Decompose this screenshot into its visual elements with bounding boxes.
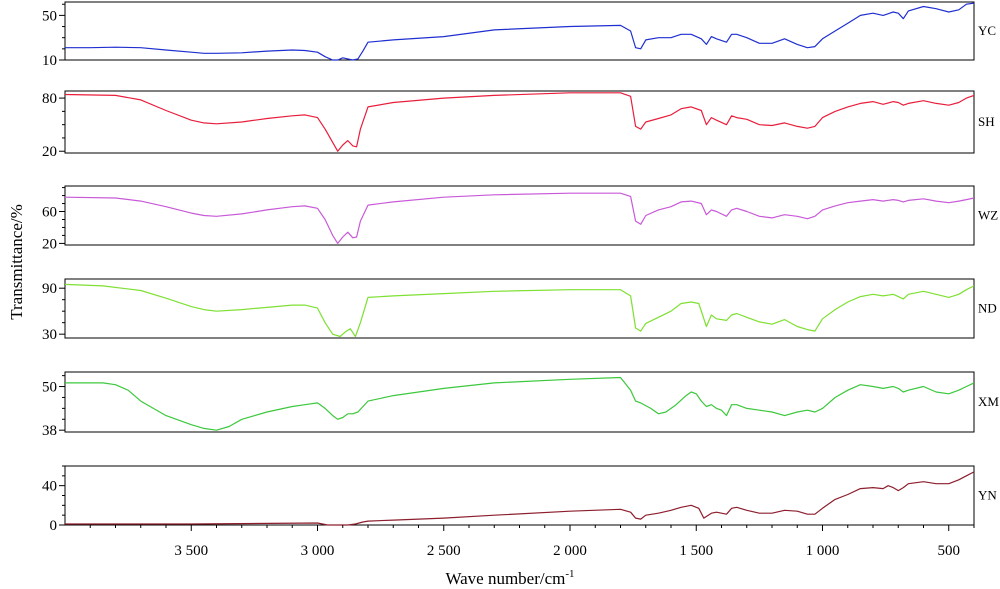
- series-line-wz: [64, 192, 975, 244]
- x-axis-label-main: Wave number/cm: [445, 569, 565, 588]
- y-tick-label-wz: 20: [42, 236, 57, 252]
- x-tick-label: 1 500: [679, 543, 713, 559]
- panel-frame-nd: [64, 278, 975, 339]
- y-tick-label-yc: 10: [42, 53, 57, 69]
- series-line-sh: [64, 92, 975, 152]
- series-line-xm: [65, 376, 975, 431]
- series-line-nd: [64, 283, 975, 338]
- y-tick-label-xm: 38: [42, 423, 57, 439]
- panel-frame-sh: [64, 90, 975, 154]
- panel-frame-xm: [64, 371, 975, 433]
- series-label-yc: YC: [978, 23, 996, 38]
- y-tick-label-xm: 50: [42, 380, 57, 396]
- y-tick-label-nd: 30: [42, 327, 57, 343]
- x-axis-label: Wave number/cm-1: [445, 568, 574, 588]
- x-axis: 3 500 3 000 2 500 2 000 1 500 1 000 500: [89, 525, 975, 559]
- y-axis-label: Transmittance/%: [7, 204, 26, 320]
- series-label-wz: WZ: [978, 208, 998, 223]
- y-tick-label-sh: 20: [42, 144, 57, 160]
- y-tick-label-nd: 90: [42, 281, 57, 297]
- x-axis-label-superscript: -1: [565, 568, 574, 580]
- series-line-yn: [65, 471, 975, 526]
- panel-sh: 20 80 SH: [42, 90, 995, 160]
- panel-wz: 20 60 WZ: [42, 185, 998, 252]
- y-tick-label-yn: 40: [42, 479, 57, 495]
- x-tick-label: 2 000: [553, 543, 587, 559]
- y-tick-label-wz: 60: [42, 205, 57, 221]
- x-tick-label: 1 000: [806, 543, 840, 559]
- series-label-nd: ND: [978, 301, 997, 316]
- y-tick-label-yn: 0: [50, 518, 58, 534]
- panel-frame-yn: [64, 465, 975, 526]
- series-label-sh: SH: [978, 114, 995, 129]
- panel-yc: 10 50 YC: [42, 1, 996, 69]
- x-tick-label: 500: [938, 543, 961, 559]
- x-tick-label: 2 500: [427, 543, 461, 559]
- y-tick-label-sh: 80: [42, 91, 57, 107]
- panel-frame-wz: [64, 185, 975, 246]
- panel-frame-yc: [64, 1, 975, 61]
- series-label-xm: XM: [978, 394, 999, 409]
- panel-yn: 0 40 YN: [42, 465, 997, 534]
- x-tick-label: 3 000: [301, 543, 335, 559]
- panel-xm: 38 50 XM: [42, 371, 999, 439]
- panel-nd: 30 90 ND: [42, 278, 997, 343]
- panels-group: 10 50 YC 20 80 SH 20 60 WZ 30 90 ND 38 50 XM 0 40 YN: [42, 1, 999, 534]
- y-tick-label-yc: 50: [42, 8, 57, 24]
- series-line-yc: [65, 2, 975, 61]
- x-tick-label: 3 500: [174, 543, 208, 559]
- series-label-yn: YN: [978, 488, 997, 503]
